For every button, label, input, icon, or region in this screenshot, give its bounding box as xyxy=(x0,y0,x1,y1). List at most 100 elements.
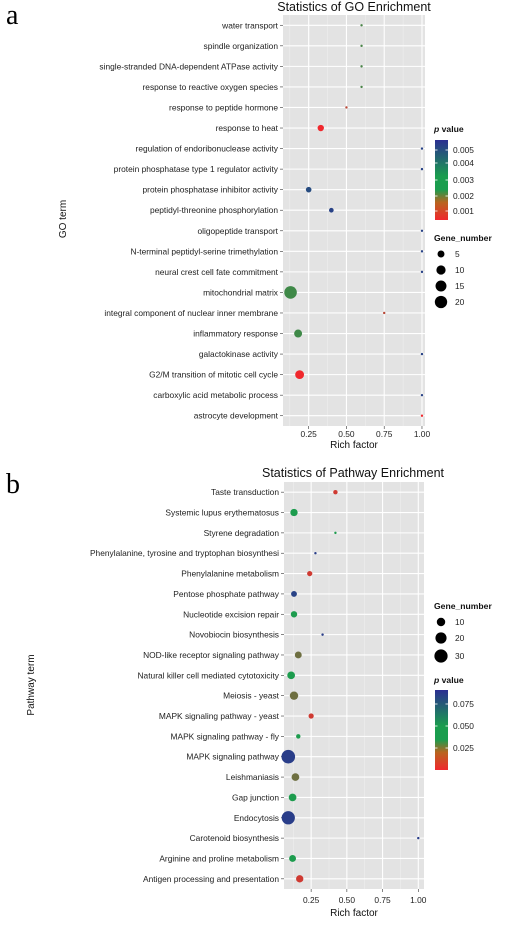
size-legend-label: 10 xyxy=(455,265,465,275)
data-point xyxy=(290,611,298,618)
data-point xyxy=(420,393,424,397)
plot-background xyxy=(283,15,425,426)
panel-b: b Statistics of Pathway Enrichment Taste t… xyxy=(6,466,492,919)
x-tick-label: 1.00 xyxy=(410,895,427,905)
size-legend-label: 5 xyxy=(455,249,460,259)
category-label: regulation of endoribonuclease activity xyxy=(136,144,279,154)
data-point xyxy=(420,352,424,356)
gene-number-legend-title: Gene_number xyxy=(434,601,492,611)
data-point xyxy=(284,286,297,299)
colorbar-tick-label: 0.004 xyxy=(453,158,474,168)
data-point xyxy=(420,414,424,417)
data-point xyxy=(360,44,363,48)
category-label: Leishmaniasis xyxy=(226,772,279,782)
data-point xyxy=(333,489,338,495)
size-legend-label: 20 xyxy=(455,633,465,643)
category-label: Arginine and proline metabolism xyxy=(159,853,279,863)
size-legend-key xyxy=(434,295,448,309)
chart-title: Statistics of Pathway Enrichment xyxy=(262,466,445,480)
size-legend-label: 20 xyxy=(455,297,465,307)
category-label: inflammatory response xyxy=(193,329,278,339)
data-point xyxy=(417,836,420,840)
category-label: MAPK signaling pathway xyxy=(186,752,279,762)
panel-label: b xyxy=(6,469,20,500)
category-label: Gap junction xyxy=(232,792,279,802)
p-value-legend-title-rest: value xyxy=(439,675,464,685)
category-label: MAPK signaling pathway - yeast xyxy=(159,711,280,721)
colorbar-tick-label: 0.025 xyxy=(453,743,474,753)
category-label: G2/M transition of mitotic cell cycle xyxy=(149,370,278,380)
p-value-legend-title-rest: value xyxy=(439,124,464,134)
data-point xyxy=(289,691,299,700)
data-point xyxy=(345,106,348,109)
size-legend-key xyxy=(436,265,446,275)
data-point xyxy=(308,713,314,719)
colorbar-tick-label: 0.003 xyxy=(453,175,474,185)
size-legend-label: 10 xyxy=(455,617,465,627)
category-label: Phenylalanine metabolism xyxy=(181,569,279,579)
data-point xyxy=(289,855,297,862)
category-label: Antigen processing and presentation xyxy=(143,874,279,884)
category-label: NOD-like receptor signaling pathway xyxy=(143,650,280,660)
size-legend-label: 30 xyxy=(455,651,465,661)
data-point xyxy=(383,311,386,315)
category-label: oligopeptide transport xyxy=(197,226,278,236)
data-point xyxy=(420,250,424,253)
p-value-legend-title-p: p xyxy=(433,124,439,134)
data-point xyxy=(294,651,302,659)
plot-background xyxy=(284,482,424,889)
data-point xyxy=(281,749,296,764)
p-value-legend-title-p: p xyxy=(433,675,439,685)
category-label: Endocytosis xyxy=(234,813,279,823)
category-label: response to heat xyxy=(216,123,279,133)
p-value-legend-title: p value xyxy=(433,124,464,134)
data-point xyxy=(321,633,324,636)
legend: p value 0.005 0.004 0.003 0.002 0.001 Gene_num… xyxy=(433,124,492,309)
y-axis-label: Pathway term xyxy=(26,654,37,715)
colorbar-tick-label: 0.001 xyxy=(453,206,474,216)
category-label: protein phosphatase inhibitor activity xyxy=(143,185,279,195)
category-label: peptidyl-threonine phosphorylation xyxy=(150,205,278,215)
category-label: Pentose phosphate pathway xyxy=(173,589,280,599)
size-legend-key xyxy=(437,250,445,258)
category-label: neural crest cell fate commitment xyxy=(155,267,279,277)
category-label: water transport xyxy=(221,20,279,30)
data-point xyxy=(295,370,305,380)
data-point xyxy=(281,811,295,825)
data-point xyxy=(294,329,303,338)
colorbar-tick-label: 0.005 xyxy=(453,145,474,155)
y-axis-label: GO term xyxy=(58,200,69,238)
data-point xyxy=(290,508,298,517)
category-label: response to peptide hormone xyxy=(169,102,278,112)
data-point xyxy=(420,147,424,150)
category-label: Nucleotide excision repair xyxy=(183,609,279,619)
data-point xyxy=(420,229,424,232)
size-legend-label: 15 xyxy=(455,281,465,291)
category-label: astrocyte development xyxy=(194,411,279,421)
x-axis-label: Rich factor xyxy=(330,440,378,451)
data-point xyxy=(287,671,296,680)
category-label: mitochondrial matrix xyxy=(203,287,279,297)
category-label: carboxylic acid metabolic process xyxy=(153,390,278,400)
data-point xyxy=(288,793,297,802)
x-tick-label: 0.50 xyxy=(338,429,355,439)
category-label: response to reactive oxygen species xyxy=(143,82,278,92)
colorbar-tick-label: 0.075 xyxy=(453,699,474,709)
size-legend-key xyxy=(434,649,448,663)
x-tick-label: 0.75 xyxy=(376,429,393,439)
category-label: Phenylalanine, tyrosine and tryptophan b… xyxy=(90,548,279,558)
x-tick-label: 0.75 xyxy=(374,895,391,905)
data-point xyxy=(291,590,297,597)
panel-label: a xyxy=(6,0,19,31)
panel-a: a Statistics of GO Enrichment water transp… xyxy=(6,0,492,451)
data-point xyxy=(360,85,363,89)
category-label: Meiosis - yeast xyxy=(223,691,280,701)
category-label: Taste transduction xyxy=(211,487,279,497)
category-label: Styrene degradation xyxy=(204,528,280,538)
data-point xyxy=(360,65,363,68)
data-point xyxy=(307,570,313,577)
x-tick-label: 0.25 xyxy=(303,895,320,905)
category-label: protein phosphatase type 1 regulator act… xyxy=(114,164,279,174)
data-point xyxy=(317,124,324,132)
